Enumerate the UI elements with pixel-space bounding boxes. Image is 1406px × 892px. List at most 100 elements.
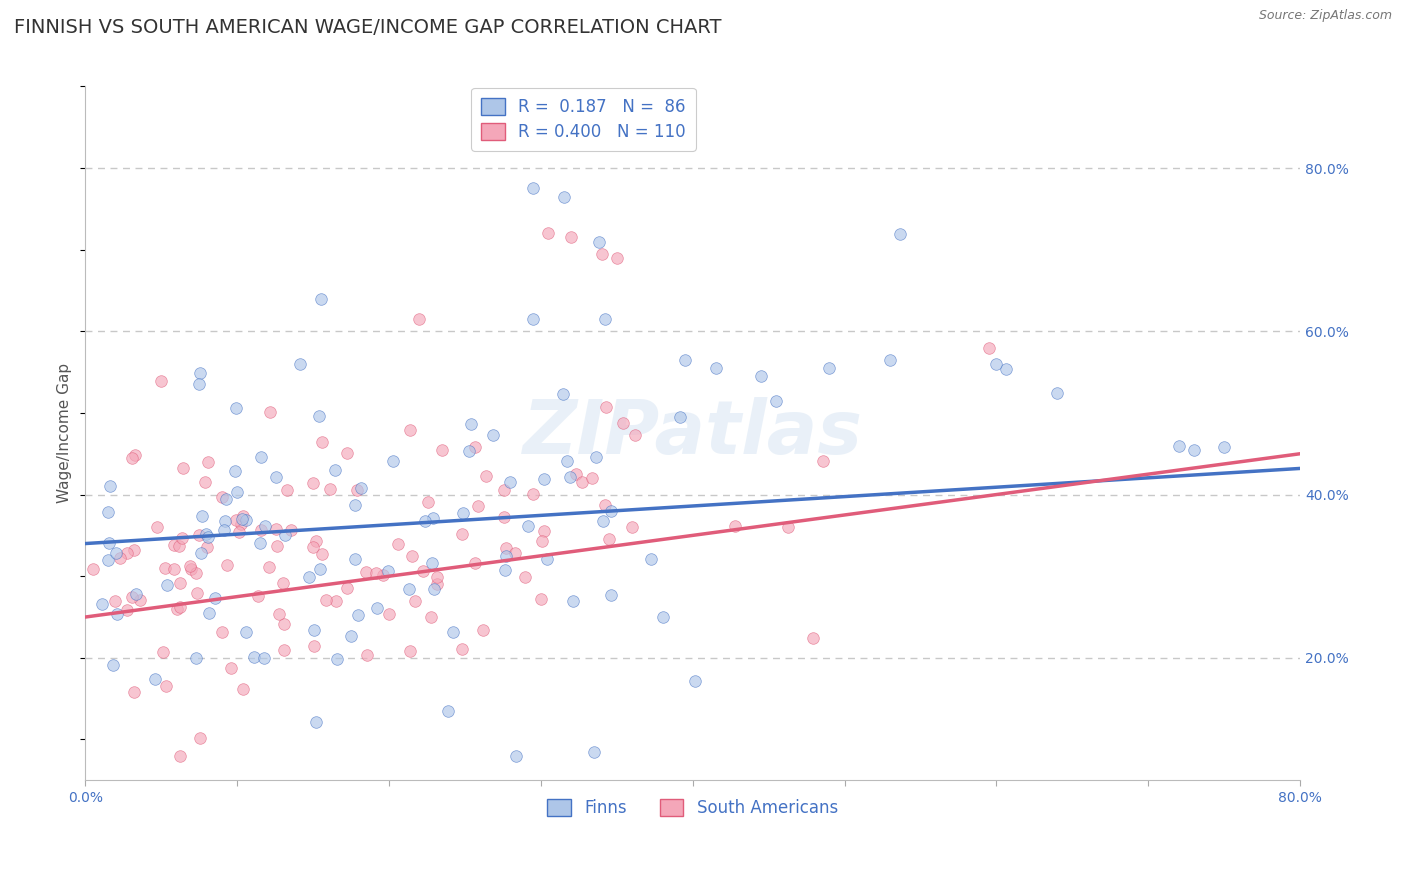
Point: [97, 553, 120, 567]
Point: [387, 536, 409, 550]
Point: [305, 714, 328, 729]
Point: [595, 400, 617, 414]
Point: [471, 623, 494, 637]
Point: [346, 483, 368, 497]
Point: [581, 471, 603, 485]
Point: [412, 564, 434, 578]
Point: [776, 519, 799, 533]
Point: [640, 552, 662, 566]
Point: [457, 443, 479, 458]
Point: [184, 566, 207, 581]
Point: [683, 673, 706, 688]
Point: [308, 409, 330, 424]
Point: [180, 562, 202, 576]
Point: [318, 482, 340, 496]
Point: [475, 468, 498, 483]
Point: [122, 543, 145, 558]
Point: [104, 594, 127, 608]
Point: [195, 540, 218, 554]
Point: [606, 251, 628, 265]
Point: [103, 658, 125, 673]
Point: [994, 361, 1017, 376]
Point: [246, 589, 269, 603]
Point: [494, 563, 516, 577]
Point: [339, 629, 361, 643]
Point: [298, 570, 321, 584]
Point: [188, 528, 211, 542]
Point: [533, 524, 555, 538]
Point: [194, 527, 217, 541]
Point: [404, 594, 426, 608]
Point: [522, 312, 544, 326]
Point: [211, 490, 233, 504]
Point: [264, 470, 287, 484]
Legend: Finns, South Americans: Finns, South Americans: [541, 792, 845, 824]
Point: [398, 644, 420, 658]
Text: ZIPatlas: ZIPatlas: [523, 397, 863, 470]
Point: [323, 463, 346, 477]
Point: [215, 492, 238, 507]
Point: [585, 450, 607, 465]
Point: [765, 393, 787, 408]
Point: [91, 597, 114, 611]
Point: [482, 428, 505, 442]
Point: [229, 517, 252, 532]
Point: [326, 651, 349, 665]
Point: [499, 475, 522, 489]
Point: [536, 552, 558, 566]
Point: [150, 375, 173, 389]
Point: [190, 546, 212, 560]
Point: [211, 624, 233, 639]
Point: [152, 645, 174, 659]
Point: [97, 505, 120, 519]
Point: [623, 428, 645, 442]
Text: FINNISH VS SOUTH AMERICAN WAGE/INCOME GAP CORRELATION CHART: FINNISH VS SOUTH AMERICAN WAGE/INCOME GA…: [14, 18, 721, 37]
Point: [620, 520, 643, 534]
Point: [343, 499, 366, 513]
Point: [121, 450, 143, 465]
Point: [302, 540, 325, 554]
Point: [204, 591, 226, 606]
Point: [243, 650, 266, 665]
Point: [273, 617, 295, 632]
Point: [228, 524, 250, 539]
Point: [225, 401, 247, 416]
Point: [533, 472, 555, 486]
Point: [187, 376, 209, 391]
Point: [259, 405, 281, 419]
Point: [441, 625, 464, 640]
Point: [125, 587, 148, 601]
Point: [179, 558, 201, 573]
Y-axis label: Wage/Income Gap: Wage/Income Gap: [58, 363, 72, 503]
Point: [280, 523, 302, 537]
Point: [423, 582, 446, 597]
Point: [418, 495, 440, 509]
Point: [170, 531, 193, 545]
Point: [163, 562, 186, 576]
Point: [311, 547, 333, 561]
Point: [302, 639, 325, 653]
Point: [522, 181, 544, 195]
Point: [401, 549, 423, 564]
Point: [879, 352, 901, 367]
Point: [724, 519, 747, 533]
Point: [231, 512, 253, 526]
Point: [253, 519, 276, 533]
Point: [145, 672, 167, 686]
Point: [219, 661, 242, 675]
Point: [166, 602, 188, 616]
Text: Source: ZipAtlas.com: Source: ZipAtlas.com: [1258, 9, 1392, 22]
Point: [598, 533, 620, 547]
Point: [153, 561, 176, 575]
Point: [188, 731, 211, 746]
Point: [273, 575, 295, 590]
Point: [422, 511, 444, 525]
Point: [235, 624, 257, 639]
Point: [571, 475, 593, 489]
Point: [186, 586, 208, 600]
Point: [162, 538, 184, 552]
Point: [492, 483, 515, 498]
Point: [364, 566, 387, 580]
Point: [537, 227, 560, 241]
Point: [235, 513, 257, 527]
